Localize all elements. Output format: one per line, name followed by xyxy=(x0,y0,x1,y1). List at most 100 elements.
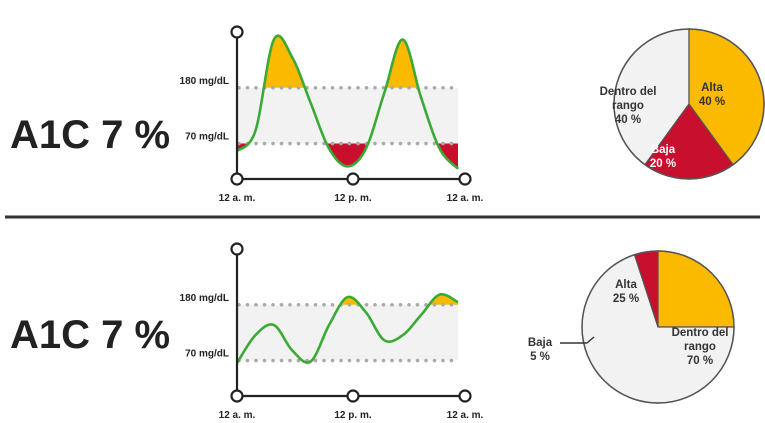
high-threshold-dot xyxy=(254,85,258,90)
high-threshold-dot xyxy=(398,302,403,307)
x-tick-label: 12 p. m. xyxy=(334,193,371,204)
high-threshold-dot xyxy=(237,302,241,307)
pie-label-high: Alta xyxy=(615,279,637,291)
a1c-label: A1C 7 % xyxy=(10,313,170,357)
low-threshold-dot xyxy=(390,358,394,363)
high-threshold-dot xyxy=(313,302,318,307)
low-threshold-dot xyxy=(381,358,386,363)
low-threshold-dot xyxy=(390,141,394,146)
high-threshold-dot xyxy=(245,85,250,90)
low-threshold-dot xyxy=(356,358,360,363)
low-threshold-dot xyxy=(288,141,292,146)
low-threshold-dot xyxy=(262,141,267,146)
high-threshold-dot xyxy=(415,302,420,307)
high-threshold-dot xyxy=(322,302,326,307)
target-range-band xyxy=(237,304,458,361)
high-threshold-dot xyxy=(381,302,386,307)
low-threshold-dot xyxy=(288,358,292,363)
high-threshold-dot xyxy=(347,302,352,307)
high-threshold-dot xyxy=(449,85,454,90)
target-range-band xyxy=(237,87,458,144)
high-threshold-dot xyxy=(322,85,326,90)
low-threshold-dot xyxy=(330,358,335,363)
pie-chart: Alta 25 % Dentro del rango 70 % Baja 5 % xyxy=(528,250,735,404)
low-threshold-dot xyxy=(296,141,301,146)
low-threshold-dot xyxy=(305,141,309,146)
x-tick-marker xyxy=(458,172,472,186)
high-threshold-dot xyxy=(296,85,301,90)
high-threshold-dot xyxy=(356,85,360,90)
x-tick-marker xyxy=(346,389,360,403)
high-threshold-dot xyxy=(390,85,394,90)
high-threshold-dot xyxy=(279,85,284,90)
high-threshold-dot xyxy=(330,85,335,90)
low-threshold-dot xyxy=(441,141,445,146)
high-threshold-dot xyxy=(305,302,309,307)
low-threshold-dot xyxy=(271,141,275,146)
pie-chart: Dentro del rango 40 % Alta 40 % Baja 20 % xyxy=(600,28,765,180)
high-threshold-dot xyxy=(390,302,394,307)
high-threshold-dot xyxy=(296,302,301,307)
high-threshold-dot xyxy=(441,302,445,307)
x-tick-marker xyxy=(230,172,244,186)
panel-1: A1C 7 % 12 a. m. 12 p. m. 12 a. m. 180 mg/dL… xyxy=(10,25,765,204)
pie-outline xyxy=(581,250,735,404)
low-threshold-dot xyxy=(245,358,250,363)
low-threshold-dot xyxy=(254,358,258,363)
low-threshold-dot xyxy=(398,141,403,146)
high-threshold-dot xyxy=(373,85,377,90)
low-threshold-dot xyxy=(432,358,437,363)
pie-value-high: 40 % xyxy=(699,96,725,108)
high-threshold-dot xyxy=(279,302,284,307)
pie-slice-high xyxy=(657,250,735,328)
low-threshold-label: 70 mg/dL xyxy=(185,349,229,360)
glucose-line xyxy=(235,292,459,364)
low-threshold-dot xyxy=(424,358,428,363)
low-threshold-label: 70 mg/dL xyxy=(185,132,229,143)
panel-2: A1C 7 % 12 a. m. 12 p. m. 12 a. m. 180 mg/dL… xyxy=(10,242,735,421)
low-threshold-dot xyxy=(441,358,445,363)
high-threshold-label: 180 mg/dL xyxy=(180,76,229,87)
low-threshold-dot xyxy=(339,141,343,146)
pie-label-low: Baja xyxy=(528,337,553,349)
high-threshold-dot xyxy=(407,85,411,90)
a1c-label: A1C 7 % xyxy=(10,113,170,157)
low-threshold-dot xyxy=(279,358,284,363)
high-threshold-dot xyxy=(271,85,275,90)
x-tick-marker xyxy=(346,172,360,186)
high-threshold-dot xyxy=(432,302,437,307)
pie-label-low: Baja xyxy=(651,144,676,156)
high-threshold-dot xyxy=(254,302,258,307)
high-threshold-dot xyxy=(364,85,369,90)
high-threshold-dot xyxy=(262,302,267,307)
low-threshold-dot xyxy=(339,358,343,363)
pie-value-range: 70 % xyxy=(687,355,713,367)
high-threshold-label: 180 mg/dL xyxy=(180,293,229,304)
x-tick-label: 12 a. m. xyxy=(447,193,484,204)
high-threshold-dot xyxy=(271,302,275,307)
low-threshold-dot xyxy=(407,141,411,146)
high-threshold-dot xyxy=(330,302,335,307)
high-threshold-dot xyxy=(245,302,250,307)
low-threshold-dot xyxy=(347,358,352,363)
pie-label-range: Dentro del rango xyxy=(672,327,729,353)
high-threshold-dot xyxy=(237,85,241,90)
pie-value-range: 40 % xyxy=(615,114,641,126)
low-threshold-dot xyxy=(398,358,403,363)
pie-value-low: 5 % xyxy=(530,351,550,363)
low-threshold-dot xyxy=(356,141,360,146)
high-threshold-dot xyxy=(398,85,403,90)
y-axis-end-marker xyxy=(230,25,244,39)
pie-outline xyxy=(613,28,765,180)
low-threshold-dot xyxy=(415,141,420,146)
low-excursion-area xyxy=(237,143,458,169)
low-threshold-dot xyxy=(381,141,386,146)
pie-label-range: Dentro del rango xyxy=(600,86,657,112)
high-threshold-dot xyxy=(288,85,292,90)
pie-label-high: Alta xyxy=(701,82,723,94)
low-threshold-dot xyxy=(364,358,369,363)
low-threshold-dot xyxy=(347,141,352,146)
low-threshold-dot xyxy=(237,141,241,146)
low-threshold-dot xyxy=(330,141,335,146)
x-tick-marker xyxy=(230,389,244,403)
